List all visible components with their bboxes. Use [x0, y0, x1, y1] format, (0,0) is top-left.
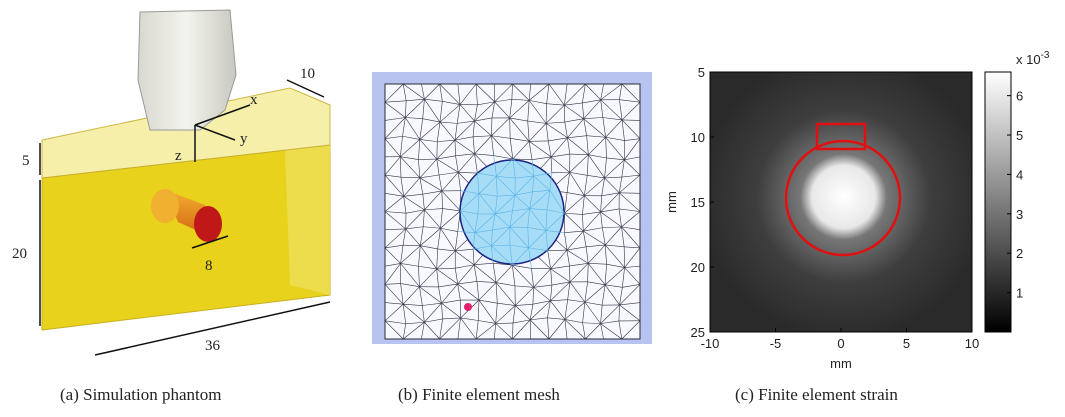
colorbar-tick-label: 1 [1016, 286, 1023, 301]
axis-label: z [175, 148, 182, 164]
dim-label: 8 [205, 258, 213, 274]
x-tick-label: 0 [837, 336, 844, 351]
dim-label: 20 [12, 246, 27, 262]
colorbar-tick-label: 6 [1016, 89, 1023, 104]
dim-label: 10 [300, 66, 315, 82]
axis-label: y [240, 131, 248, 147]
caption: (c) Finite element strain [735, 385, 898, 404]
x-tick-label: -5 [770, 336, 782, 351]
y-tick-label: 15 [691, 195, 705, 210]
colorbar-tick-label: 4 [1016, 167, 1023, 182]
colorbar-tick-label: 5 [1016, 128, 1023, 143]
colorbar-tick-label: 3 [1016, 207, 1023, 222]
colorbar-tick-label: 2 [1016, 246, 1023, 261]
y-axis-label: mm [664, 191, 679, 213]
caption: (a) Simulation phantom [60, 385, 221, 404]
axis-label: x [250, 92, 258, 108]
colorbar-base: x 10 [1016, 52, 1041, 67]
dim-label: 5 [22, 153, 30, 169]
y-tick-label: 20 [691, 260, 705, 275]
phantom [40, 10, 330, 355]
marker [464, 303, 472, 311]
figure: 10 x y z 5 20 8 36 (a) Simulation phanto… [0, 0, 1065, 412]
y-tick-label: 10 [691, 130, 705, 145]
colorbar-exponent: -3 [1041, 50, 1050, 61]
colorbar-label: x 10-3 [1016, 50, 1050, 67]
y-tick-label: 5 [698, 65, 705, 80]
strain-map [710, 72, 972, 332]
y-tick-label: 25 [691, 325, 705, 340]
x-axis-label: mm [830, 356, 852, 371]
dim-label: 36 [205, 338, 221, 354]
x-tick-label: 10 [965, 336, 979, 351]
x-tick-label: 5 [903, 336, 910, 351]
caption: (b) Finite element mesh [398, 385, 560, 404]
